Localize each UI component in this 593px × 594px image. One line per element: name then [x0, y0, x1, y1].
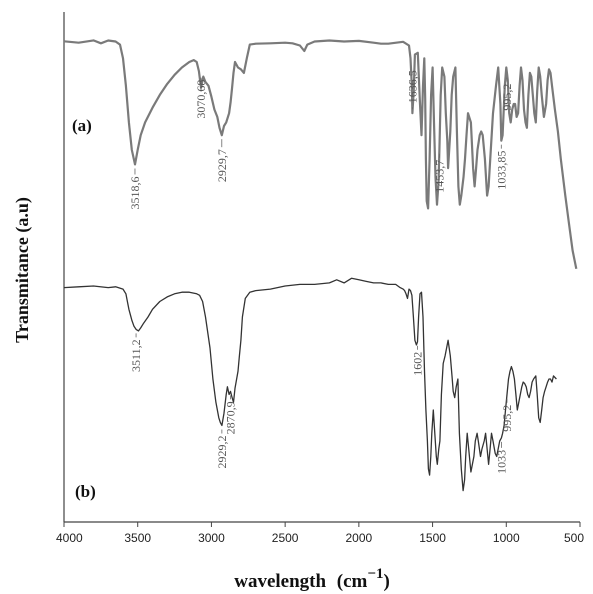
- x-tick-label: 2000: [346, 531, 373, 545]
- series-b-label: (b): [75, 482, 96, 501]
- x-axis-ticks: 4000 3500 3000 2500 2000 1500 1000 500: [56, 522, 584, 545]
- peak-label: 3518,6: [128, 176, 142, 209]
- peak-label: 1033: [494, 450, 508, 474]
- x-axis-title-unit: (cm: [337, 571, 368, 592]
- x-tick-label: 4000: [56, 531, 83, 545]
- peak-label: 995,2: [500, 405, 514, 432]
- x-axis-title: wavelength (cm−1): [234, 566, 390, 592]
- peak-label: 3511,2: [129, 339, 143, 372]
- x-tick-label: 3500: [124, 531, 151, 545]
- peak-label: 3070,68: [194, 80, 208, 119]
- x-axis-title-close: ): [383, 571, 389, 592]
- peak-label: 1602: [411, 352, 425, 376]
- y-axis-title: Transmitance (a.u): [12, 197, 33, 343]
- peak-label: 1636,5: [405, 70, 419, 103]
- peak-label: 2870,9: [223, 401, 237, 434]
- x-tick-label: 1000: [493, 531, 520, 545]
- peak-label: 2929,2: [215, 436, 229, 469]
- x-axis-title-word: wavelength: [234, 571, 326, 592]
- series-a-label: (a): [72, 116, 92, 135]
- peak-label: 1453,7: [432, 160, 446, 193]
- x-axis-title-exponent: −1: [367, 566, 383, 582]
- peak-label: 995,2: [500, 84, 514, 111]
- x-tick-label: 2500: [272, 531, 299, 545]
- x-tick-label: 500: [564, 531, 584, 545]
- x-tick-label: 3000: [198, 531, 225, 545]
- x-tick-label: 1500: [419, 531, 446, 545]
- peak-label: 2929,7: [215, 149, 229, 182]
- spectrum-b-line: [63, 277, 557, 492]
- spectrum-a-line: [63, 39, 578, 270]
- peak-annotations: 3518,6 3070,68 2929,7 1636,5 1453,7 1033,85 99…: [128, 70, 514, 474]
- peak-label: 1033,85: [494, 151, 508, 190]
